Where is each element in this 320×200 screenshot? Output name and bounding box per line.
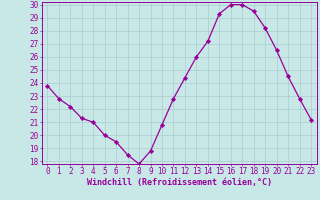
X-axis label: Windchill (Refroidissement éolien,°C): Windchill (Refroidissement éolien,°C) [87, 178, 272, 187]
